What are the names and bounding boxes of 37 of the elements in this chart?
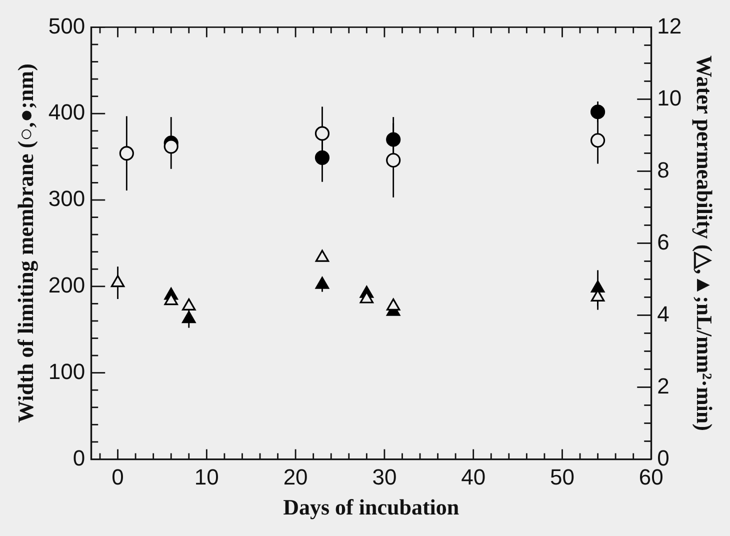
y2-tick-label: 4 <box>657 301 670 326</box>
y2-tick-label: 8 <box>657 157 670 182</box>
point <box>182 311 196 324</box>
point <box>182 298 196 310</box>
point <box>110 275 125 288</box>
y-tick-label: 0 <box>72 445 86 470</box>
point <box>164 139 178 154</box>
x-tick-label: 10 <box>194 464 219 490</box>
y2-tick-label: 0 <box>657 445 670 470</box>
y-axis-title: Width of limiting membrane (○,●;nm) <box>12 64 38 423</box>
point <box>315 276 330 289</box>
point <box>119 146 134 161</box>
x-axis-title: Days of incubation <box>283 494 460 520</box>
x-tick-label: 30 <box>372 464 397 490</box>
point <box>590 280 605 292</box>
y-tick-label: 300 <box>48 186 86 212</box>
point <box>386 298 400 310</box>
y2-tick-label: 10 <box>657 85 682 110</box>
y2-tick-label: 2 <box>657 373 670 398</box>
point <box>314 126 330 141</box>
point <box>314 150 330 165</box>
y-tick-label: 200 <box>48 272 86 298</box>
x-tick-label: 20 <box>283 464 308 490</box>
y2-tick-label: 6 <box>657 229 670 254</box>
point <box>386 152 401 168</box>
point <box>590 133 606 148</box>
point <box>590 104 606 120</box>
y-tick-label: 500 <box>48 13 86 38</box>
x-tick-label: 40 <box>461 464 486 490</box>
point <box>386 132 401 147</box>
y2-tick-label: 12 <box>657 13 682 38</box>
x-tick-label: 0 <box>112 464 124 490</box>
y2-axis-title: Water permeability (△,▲;nL/mm²·min) <box>692 55 718 431</box>
point <box>315 250 330 262</box>
y-tick-label: 400 <box>48 100 86 125</box>
y-tick-label: 100 <box>48 358 86 384</box>
x-tick-label: 50 <box>550 464 574 490</box>
